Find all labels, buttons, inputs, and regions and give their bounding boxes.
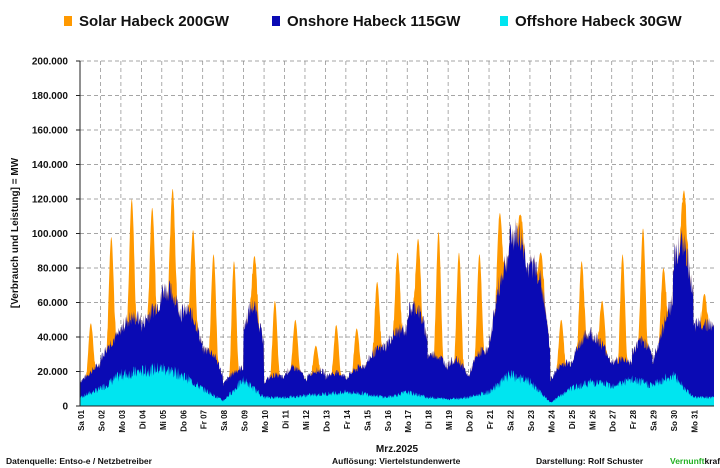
x-tick-label: Do 13 [322, 409, 331, 431]
x-tick-label: Di 25 [568, 409, 577, 429]
x-tick-label: So 30 [670, 409, 679, 431]
x-tick-label: Mo 17 [404, 409, 413, 432]
x-tick-label: Do 27 [609, 409, 618, 431]
x-tick-label: Mo 10 [261, 409, 270, 432]
x-tick-label: Fr 14 [343, 409, 352, 429]
y-tick-labels: 0 20.000 40.000 60.000 80.000 100.000 120.000 1… [32, 57, 80, 413]
footer-resolution: Auflösung: Viertelstundenwerte [332, 456, 461, 466]
y-tick-label: 20.000 [37, 367, 68, 378]
x-axis-title: Mrz.2025 [376, 444, 419, 455]
x-tick-label: Sa 08 [220, 409, 229, 430]
y-tick-label: 200.000 [32, 57, 69, 68]
series-area-solar [80, 189, 714, 406]
x-tick-label: Di 04 [138, 409, 147, 429]
x-tick-label: Fr 07 [200, 409, 209, 429]
y-tick-label: 140.000 [32, 160, 69, 171]
y-tick-label: 160.000 [32, 126, 69, 137]
y-tick-label: 60.000 [37, 298, 68, 309]
footer-brand-green: Vernunft [670, 456, 705, 466]
x-tick-label: Di 11 [282, 409, 291, 428]
y-tick-label: 80.000 [37, 264, 68, 275]
x-tick-label: So 16 [384, 409, 393, 431]
x-tick-label: Sa 15 [363, 409, 372, 430]
plot-areas [80, 189, 714, 406]
x-tick-label: Mi 12 [302, 409, 311, 430]
legend-label-offshore: Offshore Habeck 30GW [515, 13, 683, 30]
legend-label-onshore: Onshore Habeck 115GW [287, 13, 461, 30]
series-area-offshore [80, 362, 714, 406]
axes [79, 61, 714, 407]
y-tick-label: 180.000 [32, 91, 69, 102]
x-tick-label: Mo 31 [691, 409, 700, 432]
x-tick-label: So 09 [241, 409, 250, 431]
x-tick-label: Sa 29 [650, 409, 659, 430]
x-tick-labels: Sa 01 So 02 Mo 03 Di 04 Mi 05 Do 06 Fr 07 Sa 08… [77, 409, 700, 432]
x-tick-label: So 02 [97, 409, 106, 431]
legend-swatch-offshore [500, 16, 508, 26]
x-tick-label: Mo 24 [547, 409, 556, 432]
x-tick-label: Mi 19 [445, 409, 454, 430]
y-tick-label: 100.000 [32, 229, 69, 240]
y-tick-label: 0 [62, 402, 68, 413]
footer: Datenquelle: Entso-e / Netzbetreiber Auf… [6, 456, 720, 466]
footer-brand-rest: kraft [704, 456, 720, 466]
legend-swatch-solar [64, 16, 72, 26]
footer-source: Datenquelle: Entso-e / Netzbetreiber [6, 456, 153, 466]
x-tick-label: Di 18 [425, 409, 434, 429]
x-tick-label: Fr 28 [629, 409, 638, 429]
y-axis-title: [Verbrauch und Leistung] = MW [10, 157, 21, 308]
legend: Solar Habeck 200GW Onshore Habeck 115GW … [64, 13, 683, 30]
x-tick-label: So 23 [527, 409, 536, 431]
y-tick-label: 40.000 [37, 333, 68, 344]
x-tick-label: Do 20 [466, 409, 475, 431]
x-tick-label: Mo 03 [118, 409, 127, 432]
legend-label-solar: Solar Habeck 200GW [79, 13, 230, 30]
footer-author: Darstellung: Rolf Schuster [536, 456, 644, 466]
x-tick-label: Mi 05 [159, 409, 168, 430]
legend-swatch-onshore [272, 16, 280, 26]
y-tick-label: 120.000 [32, 195, 69, 206]
x-tick-label: Mi 26 [588, 409, 597, 430]
footer-brand: Vernunftkraft [670, 456, 720, 466]
x-tick-label: Sa 22 [506, 409, 515, 430]
x-tick-label: Do 06 [179, 409, 188, 431]
x-tick-label: Sa 01 [77, 409, 86, 430]
x-tick-label: Fr 21 [486, 409, 495, 429]
